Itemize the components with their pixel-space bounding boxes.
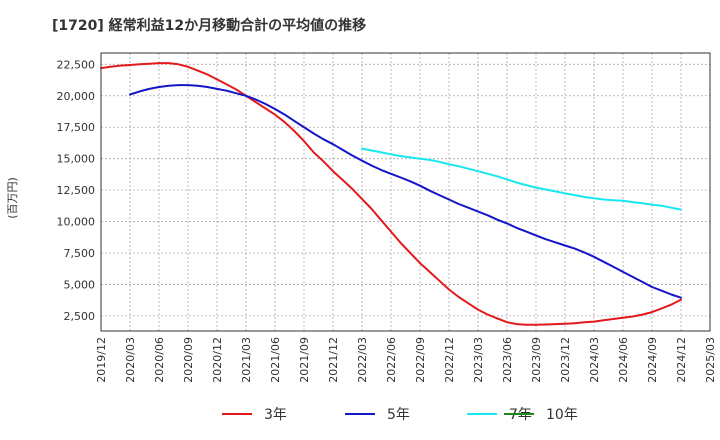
y-tick-label: 2,500 [64, 310, 96, 323]
x-tick-label: 2021/06 [269, 337, 282, 383]
x-tick-label: 2024/03 [588, 337, 601, 383]
x-tick-label: 2023/12 [559, 337, 572, 383]
grid [100, 53, 711, 331]
y-tick-label: 15,000 [57, 153, 96, 166]
legend-label-1: 5年 [387, 407, 410, 423]
x-tick-label: 2024/12 [675, 337, 688, 383]
x-tick-label: 2025/03 [704, 337, 717, 383]
x-tick-label: 2021/09 [298, 337, 311, 383]
plot-frame [100, 52, 711, 332]
x-tick-label: 2022/12 [443, 337, 456, 383]
x-tick-label: 2020/06 [153, 337, 166, 383]
y-axis-ticks: 2,500 5,000 7,500 10,000 12,500 15,000 17,500 2… [57, 58, 96, 323]
x-tick-label: 2020/03 [124, 337, 137, 383]
y-tick-label: 10,000 [57, 216, 96, 229]
legend-label-3: 10年 [546, 407, 578, 423]
series-lines [100, 62, 682, 326]
legend-label-0: 3年 [264, 407, 287, 423]
x-axis-ticks: 2019/12 2020/03 2020/06 2020/09 2020/12 2021/… [95, 337, 717, 383]
x-tick-label: 2022/06 [385, 337, 398, 383]
series-line-0 [100, 62, 682, 326]
y-tick-label: 17,500 [57, 121, 96, 134]
x-tick-label: 2022/09 [414, 337, 427, 383]
x-tick-label: 2021/03 [240, 337, 253, 383]
x-tick-label: 2023/09 [530, 337, 543, 383]
y-axis-label: (百万円) [6, 177, 19, 219]
x-tick-label: 2021/12 [327, 337, 340, 383]
y-tick-label: 12,500 [57, 184, 96, 197]
y-tick-label: 7,500 [64, 247, 96, 260]
y-tick-label: 20,000 [57, 90, 96, 103]
x-tick-label: 2022/03 [356, 337, 369, 383]
legend: 3年5年7年10年 [222, 407, 578, 423]
x-tick-label: 2020/09 [182, 337, 195, 383]
chart-title: [1720] 経常利益12か月移動合計の平均値の推移 [52, 17, 366, 34]
x-tick-label: 2024/06 [617, 337, 630, 383]
x-tick-label: 2024/09 [646, 337, 659, 383]
x-tick-label: 2023/03 [472, 337, 485, 383]
x-tick-label: 2020/12 [211, 337, 224, 383]
x-tick-label: 2023/06 [501, 337, 514, 383]
x-tick-label: 2019/12 [95, 337, 108, 383]
y-tick-label: 22,500 [57, 58, 96, 71]
y-tick-label: 5,000 [64, 278, 96, 291]
series-line-1 [129, 84, 682, 299]
series-line-2 [361, 147, 682, 211]
